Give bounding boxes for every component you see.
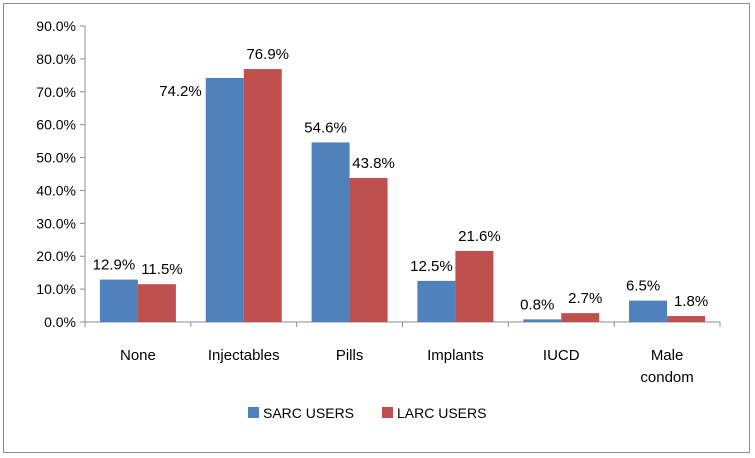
- data-label: 74.2%: [159, 83, 202, 100]
- category-label: Male: [651, 347, 684, 364]
- data-label: 12.5%: [410, 258, 453, 275]
- data-label: 0.8%: [520, 296, 554, 313]
- y-tick-label: 90.0%: [36, 18, 76, 34]
- bar-larc: [349, 177, 388, 322]
- legend-label: SARC USERS: [263, 405, 354, 421]
- data-label: 11.5%: [141, 261, 182, 278]
- y-tick-label: 70.0%: [36, 84, 76, 100]
- category-label: Pills: [336, 347, 364, 364]
- category-label: IUCD: [543, 347, 580, 364]
- y-tick-label: 80.0%: [36, 51, 76, 67]
- bar-larc: [667, 316, 706, 322]
- data-label: 12.9%: [93, 257, 136, 274]
- y-tick-label: 50.0%: [36, 150, 76, 166]
- data-label: 21.6%: [458, 228, 501, 245]
- data-label: 2.7%: [568, 290, 602, 307]
- category-label: condom: [640, 369, 693, 386]
- data-label: 6.5%: [626, 278, 660, 295]
- category-label: Injectables: [208, 347, 280, 364]
- y-tick-label: 10.0%: [36, 281, 76, 297]
- legend-label: LARC USERS: [397, 405, 486, 421]
- bar-sarc: [417, 280, 456, 322]
- legend-swatch: [382, 407, 393, 418]
- category-label: Implants: [427, 347, 484, 364]
- bar-sarc: [205, 77, 244, 322]
- bar-sarc: [99, 279, 138, 322]
- bar-sarc: [629, 300, 668, 322]
- bar-larc: [561, 313, 600, 322]
- bar-larc: [455, 250, 494, 322]
- bar-larc: [243, 69, 282, 322]
- data-label: 1.8%: [674, 293, 708, 310]
- y-tick-label: 60.0%: [36, 117, 76, 133]
- category-label: None: [120, 347, 156, 364]
- y-tick-label: 40.0%: [36, 182, 76, 198]
- bar-larc: [137, 284, 176, 322]
- data-label: 76.9%: [246, 46, 289, 63]
- y-tick-label: 20.0%: [36, 248, 76, 264]
- data-label: 43.8%: [352, 155, 395, 172]
- bar-sarc: [523, 319, 562, 322]
- y-tick-label: 30.0%: [36, 215, 76, 231]
- legend-swatch: [248, 407, 259, 418]
- bar-sarc: [311, 142, 350, 322]
- data-label: 54.6%: [304, 119, 347, 136]
- y-tick-label: 0.0%: [44, 314, 76, 330]
